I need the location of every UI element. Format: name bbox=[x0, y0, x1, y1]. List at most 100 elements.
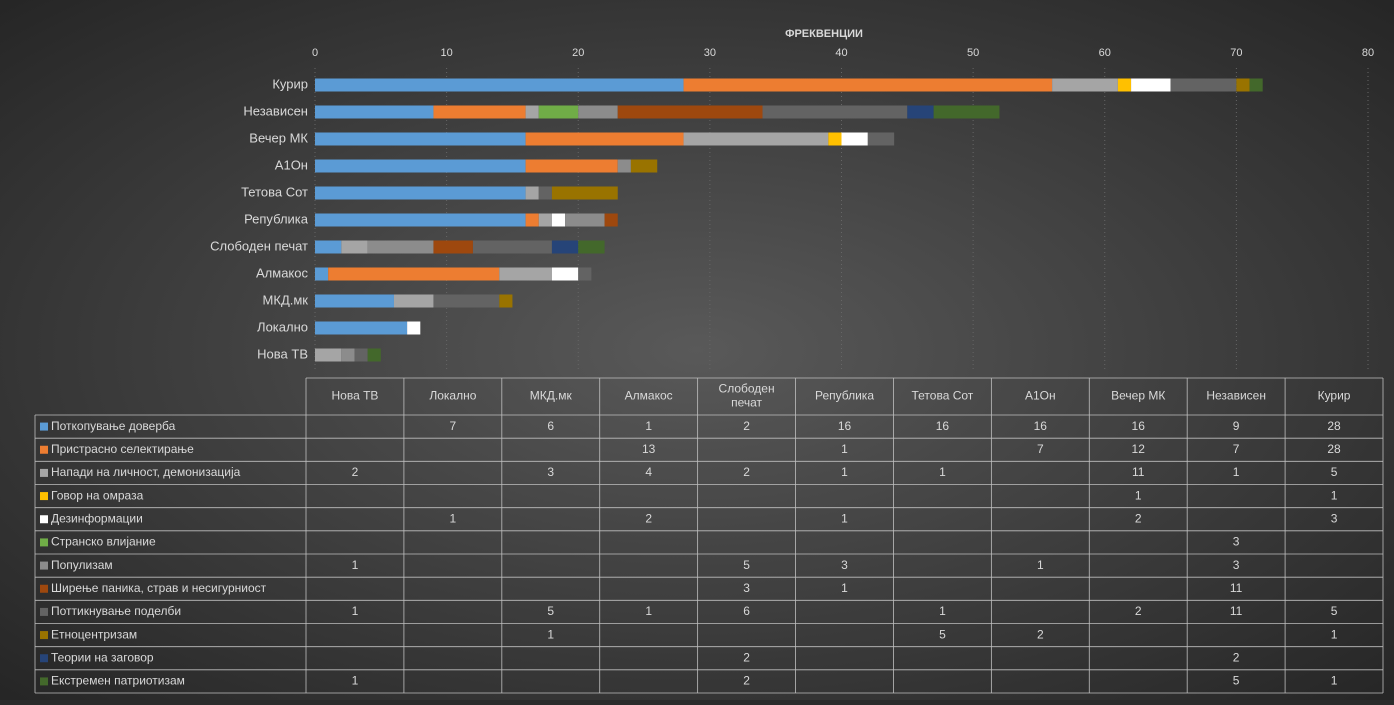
x-tick-label: 10 bbox=[441, 47, 453, 59]
table-cell: 3 bbox=[1331, 511, 1338, 525]
table-cell: 5 bbox=[547, 604, 554, 618]
bar-segment bbox=[1117, 78, 1132, 92]
legend-label: Популизам bbox=[51, 558, 113, 572]
bar-segment bbox=[354, 348, 368, 362]
bar-segment bbox=[551, 267, 579, 281]
x-tick-label: 80 bbox=[1362, 47, 1374, 59]
table-cell: 1 bbox=[841, 511, 848, 525]
table-header: Слободен печат bbox=[719, 382, 775, 410]
table-cell: 11 bbox=[1132, 465, 1145, 479]
bar-segment bbox=[1131, 78, 1171, 92]
bar-segment bbox=[525, 159, 618, 173]
table-cell: 1 bbox=[1331, 488, 1338, 502]
bar-segment bbox=[433, 240, 473, 254]
bar-segment bbox=[933, 105, 1000, 119]
table-header: Тетова Сот bbox=[912, 389, 974, 403]
legend-label: Теории на заговор bbox=[51, 650, 154, 664]
table-cell: 1 bbox=[352, 674, 359, 688]
bar-segment bbox=[315, 321, 408, 335]
table-cell: 5 bbox=[939, 627, 946, 641]
table-cell: 1 bbox=[1135, 488, 1142, 502]
table-cell: 2 bbox=[1135, 604, 1142, 618]
table-cell: 5 bbox=[1233, 674, 1240, 688]
table-cell: 1 bbox=[841, 442, 848, 456]
table-header: Вечер МК bbox=[1111, 389, 1165, 403]
table-header: Република bbox=[815, 389, 874, 403]
y-tick-label: Нова ТВ bbox=[257, 346, 308, 361]
x-tick-label: 60 bbox=[1099, 47, 1111, 59]
table-cell: 11 bbox=[1230, 604, 1243, 618]
bar-segment bbox=[1236, 78, 1250, 92]
table-cell: 3 bbox=[1233, 535, 1240, 549]
x-tick-label: 0 bbox=[312, 47, 318, 59]
table-cell: 16 bbox=[1132, 419, 1146, 433]
table-cell: 28 bbox=[1327, 442, 1341, 456]
bar-segment bbox=[315, 132, 526, 146]
bar-segment bbox=[551, 240, 579, 254]
table-cell: 12 bbox=[1132, 442, 1146, 456]
table-cell: 6 bbox=[547, 419, 554, 433]
table-cell: 1 bbox=[1037, 558, 1044, 572]
bar-segment bbox=[315, 213, 526, 227]
bar-segment bbox=[1052, 78, 1118, 92]
bar-segment bbox=[1249, 78, 1263, 92]
table-cell: 3 bbox=[1233, 558, 1240, 572]
bar-segment bbox=[617, 159, 631, 173]
table-cell: 1 bbox=[841, 581, 848, 595]
legend-label: Пристрасно селектирање bbox=[51, 442, 194, 456]
legend-label: Поттикнување поделби bbox=[51, 604, 181, 618]
table-header: Нова ТВ bbox=[331, 389, 378, 403]
table-header: Алмакос bbox=[625, 389, 673, 403]
table-header: Курир bbox=[1318, 389, 1351, 403]
bar-segment bbox=[828, 132, 842, 146]
y-tick-label: Локално bbox=[257, 319, 308, 334]
table-cell: 3 bbox=[743, 581, 750, 595]
axis-title: ФРЕКВЕНЦИИ bbox=[785, 28, 863, 40]
bar-segment bbox=[551, 186, 618, 200]
table-cell: 2 bbox=[1233, 650, 1240, 664]
table-header: Локално bbox=[429, 389, 476, 403]
table-cell: 2 bbox=[352, 465, 359, 479]
legend-label: Етноцентризам bbox=[51, 627, 137, 641]
bar-segment bbox=[551, 213, 566, 227]
legend-label: Странско влијание bbox=[51, 535, 156, 549]
table-cell: 16 bbox=[838, 419, 852, 433]
legend-swatch bbox=[40, 631, 48, 640]
legend-label: Поткопување доверба bbox=[51, 419, 176, 433]
legend-swatch bbox=[40, 538, 48, 547]
legend-swatch bbox=[40, 492, 48, 501]
table-cell: 1 bbox=[547, 627, 554, 641]
table-cell: 4 bbox=[645, 465, 652, 479]
bar-segment bbox=[315, 78, 684, 92]
table-cell: 1 bbox=[1331, 627, 1338, 641]
bar-segment bbox=[407, 321, 421, 335]
y-tick-label: Тетова Сот bbox=[241, 184, 308, 199]
legend-swatch bbox=[40, 468, 48, 477]
bar-segment bbox=[538, 105, 579, 119]
table-cell: 1 bbox=[841, 465, 848, 479]
table-cell: 2 bbox=[743, 674, 750, 688]
table-cell: 16 bbox=[1034, 419, 1048, 433]
x-tick-label: 30 bbox=[704, 47, 716, 59]
y-tick-label: Вечер МК bbox=[249, 130, 308, 145]
x-tick-label: 50 bbox=[967, 47, 979, 59]
table-cell: 7 bbox=[1233, 442, 1240, 456]
table-cell: 1 bbox=[450, 511, 457, 525]
table-cell: 13 bbox=[642, 442, 656, 456]
y-tick-label: Независен bbox=[243, 103, 308, 118]
legend-swatch bbox=[40, 584, 48, 593]
table-cell: 2 bbox=[743, 419, 750, 433]
x-tick-label: 70 bbox=[1230, 47, 1242, 59]
table-cell: 5 bbox=[1331, 604, 1338, 618]
bar-segment bbox=[578, 240, 605, 254]
table-header: МКД.мк bbox=[530, 389, 573, 403]
bar-segment bbox=[341, 240, 368, 254]
bar-segment bbox=[617, 105, 763, 119]
bar-segment bbox=[525, 105, 539, 119]
y-tick-label: А1Он bbox=[275, 157, 308, 172]
table-cell: 1 bbox=[352, 558, 359, 572]
bar-segment bbox=[472, 240, 552, 254]
bar-segment bbox=[367, 348, 381, 362]
legend-swatch bbox=[40, 607, 48, 616]
table-cell: 1 bbox=[939, 604, 946, 618]
